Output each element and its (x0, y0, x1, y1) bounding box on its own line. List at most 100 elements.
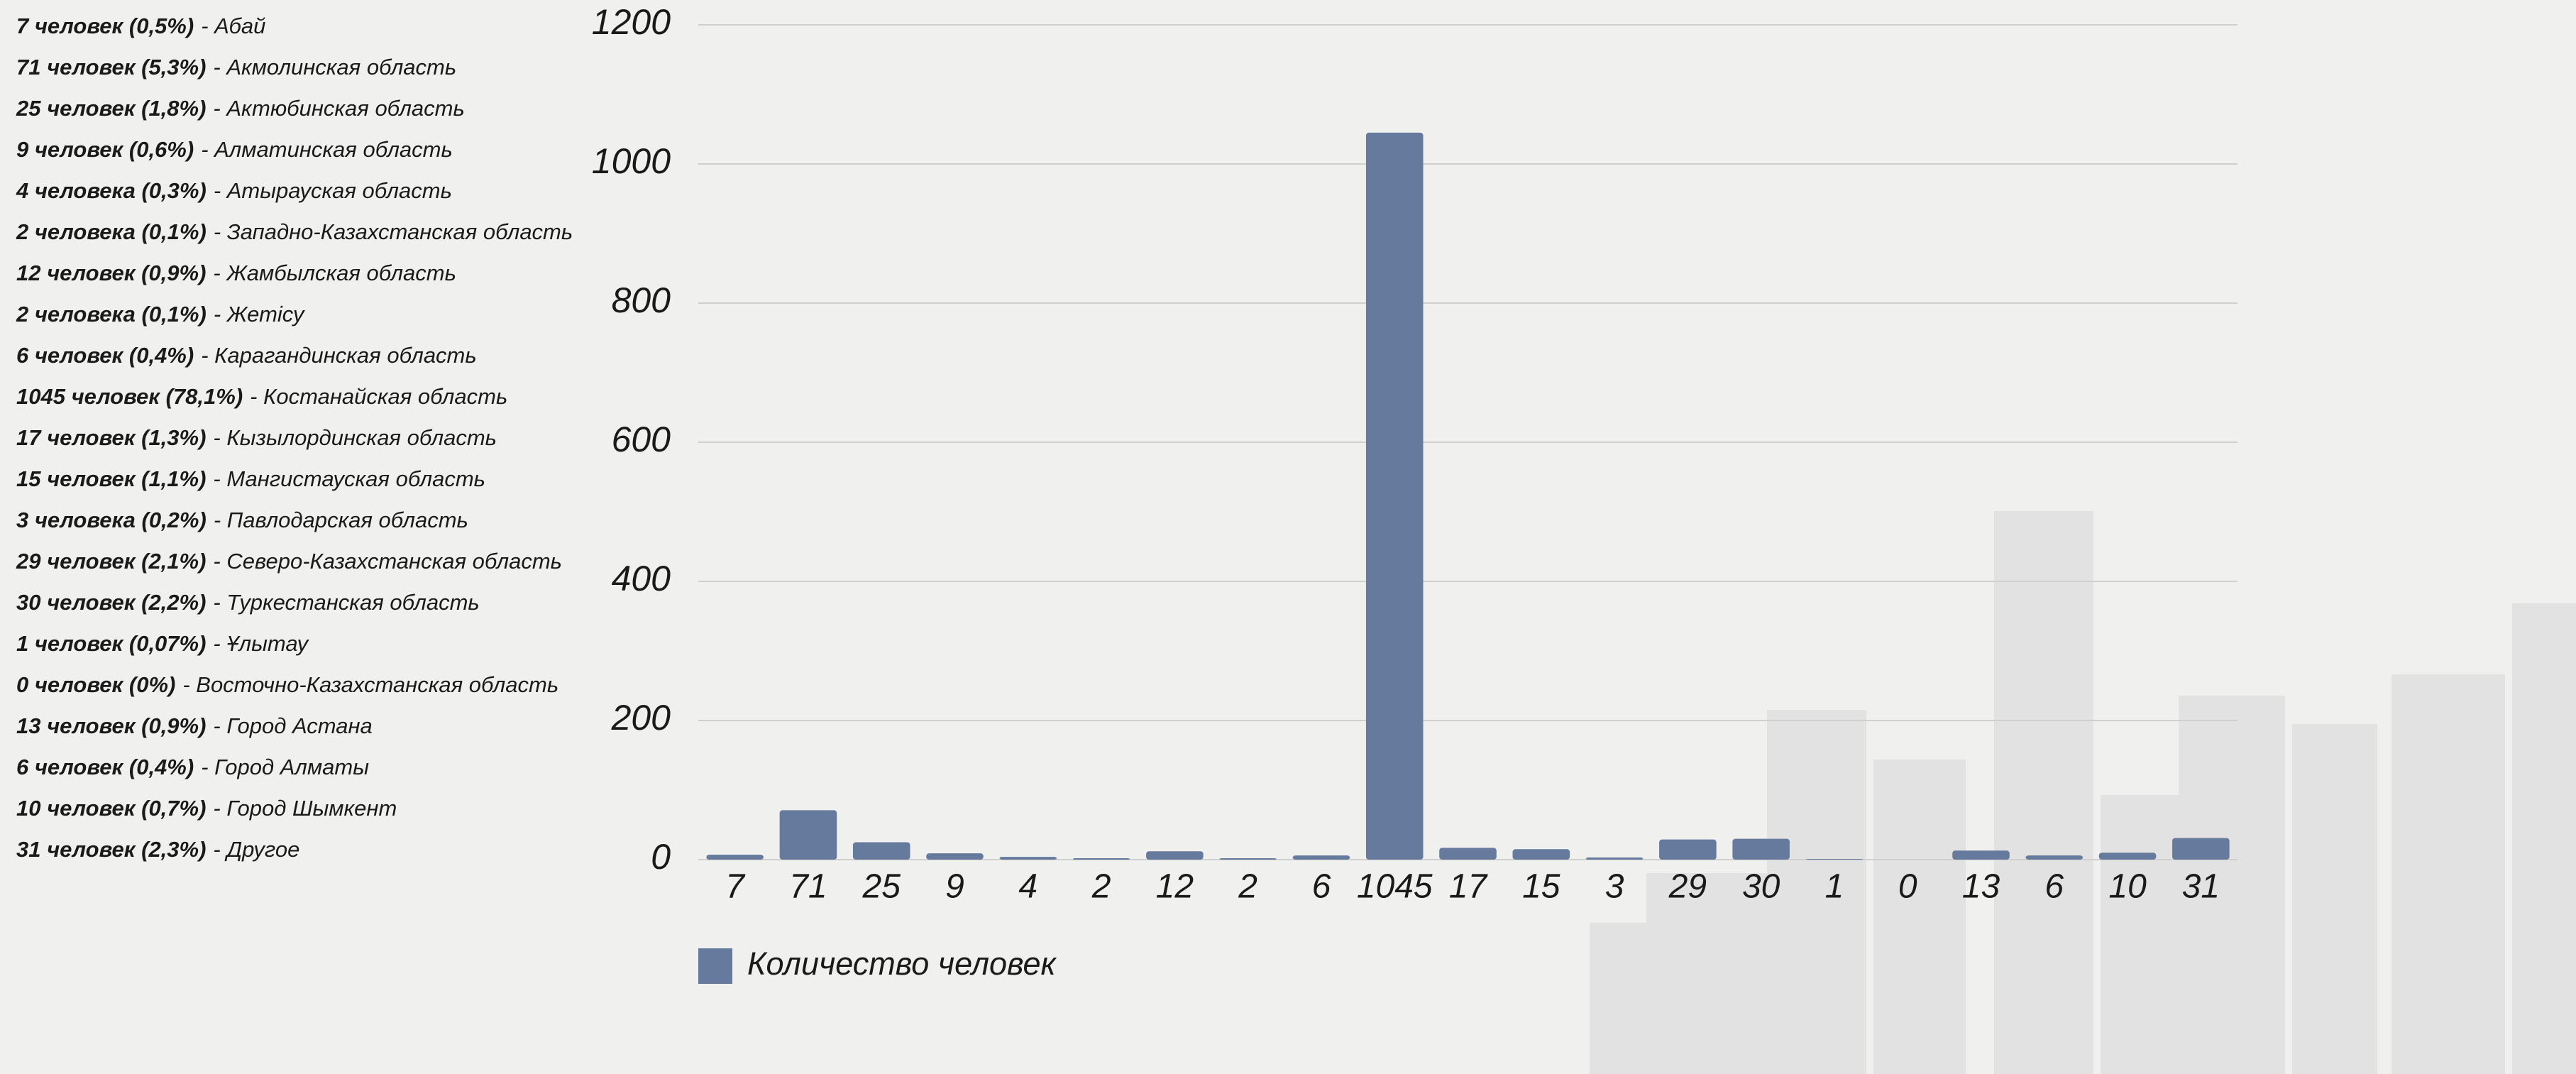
list-name: - Актюбинская область (213, 96, 464, 121)
x-tick-label: 1 (1825, 868, 1844, 906)
list-count: 71 человек (5,3%) (16, 55, 206, 80)
x-tick-label: 25 (862, 868, 901, 906)
x-tick-label: 30 (1742, 868, 1780, 906)
bar (2172, 838, 2230, 860)
list-name: - Мангистауская область (213, 466, 485, 491)
list-count: 15 человек (1,1%) (16, 466, 206, 491)
list-item: 9 человек (0,6%) - Алматинская область (16, 137, 453, 162)
x-tick-label: 15 (1522, 868, 1561, 906)
list-name: - Алматинская область (201, 137, 453, 162)
x-tick-label: 2 (1091, 868, 1111, 906)
list-name: - Другое (213, 837, 299, 862)
list-name: - Акмолинская область (213, 55, 456, 80)
list-item: 30 человек (2,2%) - Туркестанская область (16, 590, 480, 615)
x-tick-label: 13 (1962, 868, 2000, 906)
y-tick-label: 400 (612, 559, 671, 598)
background-buildings (1590, 511, 2576, 1074)
x-tick-label: 0 (1898, 868, 1917, 906)
list-name: - Восточно-Казахстанская область (182, 672, 558, 697)
list-name: - Ұлытау (213, 631, 309, 656)
list-item: 25 человек (1,8%) - Актюбинская область (16, 96, 465, 121)
list-count: 31 человек (2,3%) (16, 837, 206, 862)
x-tick-label: 31 (2182, 868, 2220, 906)
list-item: 71 человек (5,3%) - Акмолинская область (16, 55, 456, 80)
list-item: 31 человек (2,3%) - Другое (16, 837, 299, 862)
list-name: - Абай (201, 13, 265, 38)
bar (926, 853, 984, 860)
list-name: - Город Алматы (201, 755, 369, 779)
list-count: 4 человека (0,3%) (16, 178, 207, 203)
bar (2098, 853, 2157, 860)
list-item: 1 человек (0,07%) - Ұлытау (16, 631, 310, 656)
list-item: 29 человек (2,1%) - Северо-Казахстанская … (16, 549, 562, 574)
bar (779, 810, 837, 860)
list-count: 7 человек (0,5%) (16, 13, 194, 38)
list-name: - Туркестанская область (213, 590, 479, 615)
x-tick-label: 12 (1156, 868, 1194, 906)
x-tick-label: 1045 (1357, 868, 1433, 906)
y-tick-label: 600 (612, 420, 671, 459)
list-count: 12 человек (0,9%) (16, 261, 206, 285)
list-count: 6 человек (0,4%) (16, 343, 194, 368)
x-tick-label: 17 (1449, 868, 1489, 906)
bar (1659, 839, 1717, 860)
list-item: 4 человека (0,3%) - Атырауская область (16, 178, 452, 203)
legend-label: Количество человек (747, 946, 1057, 982)
list-item: 2 человека (0,1%) - Западно-Казахстанская… (16, 219, 573, 244)
list-count: 10 человек (0,7%) (16, 796, 206, 821)
bar (2025, 855, 2084, 860)
list-item: 1045 человек (78,1%) - Костанайская облас… (16, 384, 507, 409)
y-tick-label: 1200 (592, 2, 671, 42)
x-tick-label: 4 (1018, 868, 1037, 906)
list-count: 3 человека (0,2%) (16, 508, 207, 532)
list-count: 1 человек (0,07%) (16, 631, 206, 656)
x-tick-label: 6 (1312, 868, 1331, 906)
list-count: 25 человек (1,8%) (16, 96, 206, 121)
x-tick-label: 7 (725, 868, 746, 906)
y-tick-label: 800 (612, 280, 671, 320)
list-name: - Жамбылская область (213, 261, 456, 285)
list-count: 29 человек (2,1%) (16, 549, 206, 574)
list-item: 2 человека (0,1%) - Жетісу (16, 302, 306, 327)
list-count: 13 человек (0,9%) (16, 713, 206, 738)
list-item: 10 человек (0,7%) - Город Шымкент (16, 796, 397, 821)
list-item: 7 человек (0,5%) - Абай (16, 13, 265, 38)
x-tick-label: 3 (1605, 868, 1624, 906)
chart: 0 200 400 600 800 1000 1200 7 71 25 9 4 2 12 2 6 1045 17 1… (592, 2, 2238, 984)
list-name: - Город Шымкент (213, 796, 397, 821)
x-tick-label: 9 (945, 868, 964, 906)
list-item: 3 человека (0,2%) - Павлодарская область (16, 508, 468, 532)
list-item: 15 человек (1,1%) - Мангистауская область (16, 466, 485, 491)
list-count: 1045 человек (78,1%) (16, 384, 243, 409)
bar (1952, 850, 2010, 860)
list-item: 12 человек (0,9%) - Жамбылская область (16, 261, 456, 285)
list-count: 2 человека (0,1%) (16, 302, 207, 327)
x-tick-label: 6 (2044, 868, 2064, 906)
list-name: - Костанайская область (250, 384, 507, 409)
bar (1805, 859, 1864, 860)
bar (1292, 855, 1350, 860)
bar (852, 842, 910, 860)
bar (1219, 858, 1277, 860)
list-item: 13 человек (0,9%) - Город Астана (16, 713, 373, 738)
list-count: 30 человек (2,2%) (16, 590, 206, 615)
bar (999, 857, 1057, 860)
bar (1585, 857, 1644, 860)
list-name: - Город Астана (213, 713, 372, 738)
list-name: - Западно-Казахстанская область (214, 219, 573, 244)
x-tick-label: 10 (2108, 868, 2147, 906)
list-name: - Атырауская область (214, 178, 452, 203)
list-name: - Павлодарская область (214, 508, 468, 532)
bar (1439, 848, 1497, 860)
list-item: 17 человек (1,3%) - Кызылординская област… (16, 425, 497, 450)
bar (1072, 858, 1130, 860)
list-count: 6 человек (0,4%) (16, 755, 194, 779)
list-name: - Северо-Казахстанская область (213, 549, 562, 574)
list-count: 17 человек (1,3%) (16, 425, 206, 450)
y-tick-label: 200 (611, 698, 671, 738)
x-tick-label: 2 (1238, 868, 1257, 906)
list-item: 6 человек (0,4%) - Город Алматы (16, 755, 369, 779)
x-tick-label: 29 (1668, 868, 1707, 906)
list-count: 9 человек (0,6%) (16, 137, 194, 162)
